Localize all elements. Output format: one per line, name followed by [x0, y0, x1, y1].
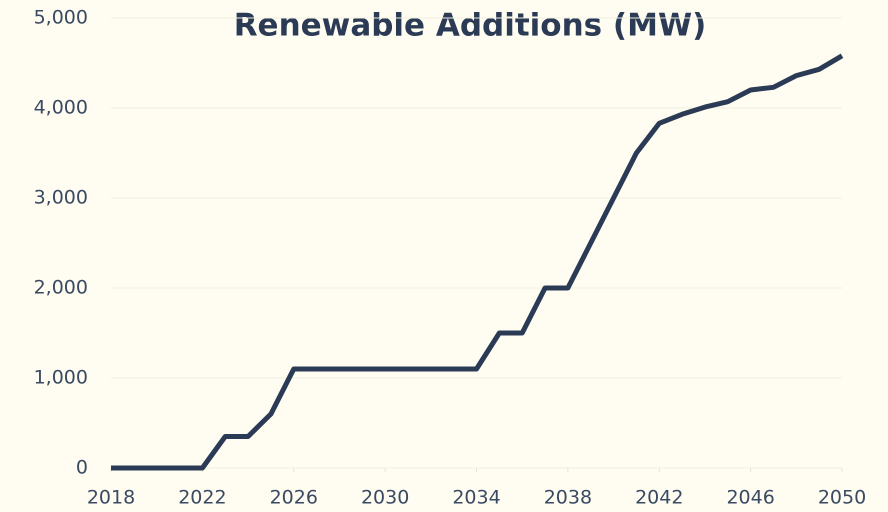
y-tick-label: 2,000	[34, 277, 88, 299]
y-tick-label: 4,000	[34, 97, 88, 119]
x-tick-label: 2046	[726, 487, 774, 509]
y-tick-label: 5,000	[34, 7, 88, 29]
x-tick-label: 2026	[270, 487, 318, 509]
y-tick-label: 3,000	[34, 187, 88, 209]
series-line	[111, 53, 844, 471]
y-tick-label: 1,000	[34, 367, 88, 389]
x-tick-label: 2042	[635, 487, 683, 509]
y-tick-label: 0	[76, 457, 88, 479]
x-tick-label: 2038	[544, 487, 592, 509]
chart-title: Renewable Additions (MW)	[234, 8, 707, 44]
x-tick-label: 2022	[178, 487, 226, 509]
x-tick-label: 2050	[818, 487, 866, 509]
x-tick-label: 2030	[361, 487, 409, 509]
x-tick-label: 2018	[87, 487, 135, 509]
x-tick-label: 2034	[452, 487, 500, 509]
